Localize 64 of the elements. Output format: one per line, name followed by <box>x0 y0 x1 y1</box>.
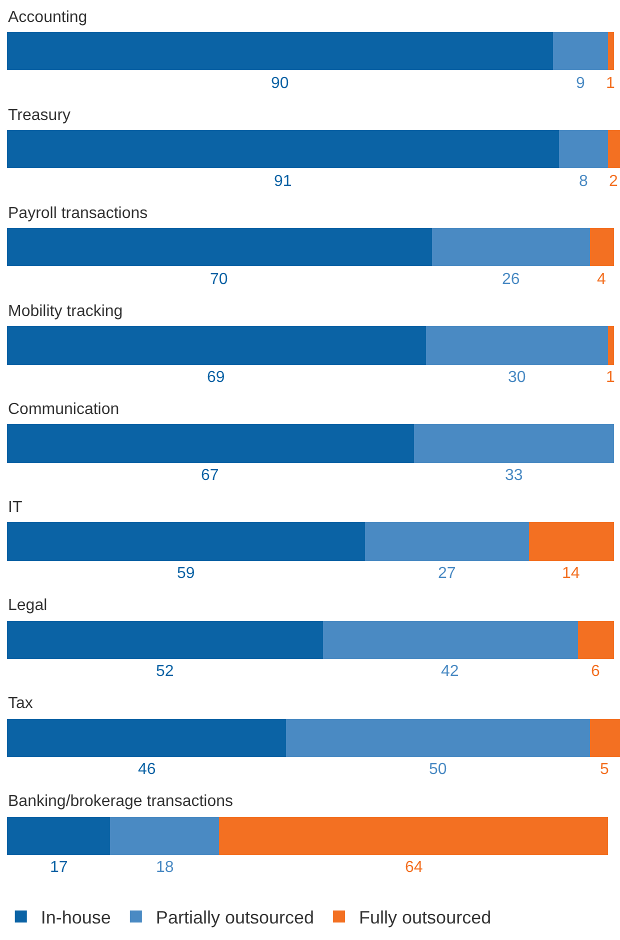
data-label: 46 <box>138 761 156 778</box>
bar <box>559 130 608 168</box>
data-label: 5 <box>600 761 609 778</box>
bar <box>110 817 219 855</box>
bar <box>286 719 590 757</box>
y-tick-label: Mobility tracking <box>8 303 123 320</box>
bar <box>7 326 426 365</box>
bar <box>7 719 286 757</box>
y-tick-label: Payroll transactions <box>8 205 148 222</box>
bar <box>7 130 559 168</box>
data-label: 1 <box>606 75 615 92</box>
data-label: 14 <box>562 565 580 582</box>
bar <box>7 817 110 855</box>
y-tick-label: Banking/brokerage transactions <box>8 793 234 810</box>
bar <box>7 522 365 561</box>
bar <box>365 522 529 561</box>
bar <box>426 326 608 365</box>
y-tick-label: Accounting <box>8 9 88 26</box>
y-tick-label: IT <box>8 499 22 516</box>
bar <box>608 326 614 365</box>
data-label: 18 <box>156 859 174 876</box>
bar <box>7 424 414 463</box>
bar <box>590 228 614 266</box>
bar <box>553 32 608 70</box>
data-label: 64 <box>405 859 423 876</box>
bar <box>323 621 578 659</box>
bar <box>7 32 553 70</box>
bar <box>608 32 614 70</box>
bar <box>529 522 614 561</box>
data-label: 69 <box>207 369 225 386</box>
data-label: 70 <box>210 271 228 288</box>
data-label: 59 <box>177 565 195 582</box>
data-label: 4 <box>597 271 606 288</box>
data-label: 30 <box>508 369 526 386</box>
bar <box>414 424 614 463</box>
data-label: 50 <box>429 761 447 778</box>
bar <box>7 621 323 659</box>
y-tick-label: Tax <box>8 695 33 712</box>
y-tick-label: Communication <box>8 401 120 418</box>
legend-label: In-house <box>40 907 111 928</box>
bar <box>432 228 590 266</box>
bar <box>590 719 620 757</box>
data-label: 6 <box>591 663 600 680</box>
data-label: 1 <box>606 369 615 386</box>
y-tick-label: Legal <box>8 597 48 614</box>
data-label: 33 <box>505 467 523 484</box>
y-tick-label: Treasury <box>8 107 71 124</box>
data-label: 91 <box>274 173 292 190</box>
data-label: 26 <box>502 271 520 288</box>
data-label: 8 <box>579 173 588 190</box>
bar <box>608 130 620 168</box>
data-label: 9 <box>576 75 585 92</box>
bar <box>578 621 614 659</box>
data-label: 2 <box>609 173 618 190</box>
bar <box>219 817 608 855</box>
legend-label: Fully outsourced <box>359 907 492 928</box>
data-label: 52 <box>156 663 174 680</box>
data-label: 17 <box>50 859 68 876</box>
data-label: 90 <box>271 75 289 92</box>
data-label: 27 <box>438 565 456 582</box>
bar <box>7 228 432 266</box>
data-label: 42 <box>441 663 459 680</box>
legend-label: Partially outsourced <box>156 907 314 928</box>
data-label: 67 <box>201 467 219 484</box>
